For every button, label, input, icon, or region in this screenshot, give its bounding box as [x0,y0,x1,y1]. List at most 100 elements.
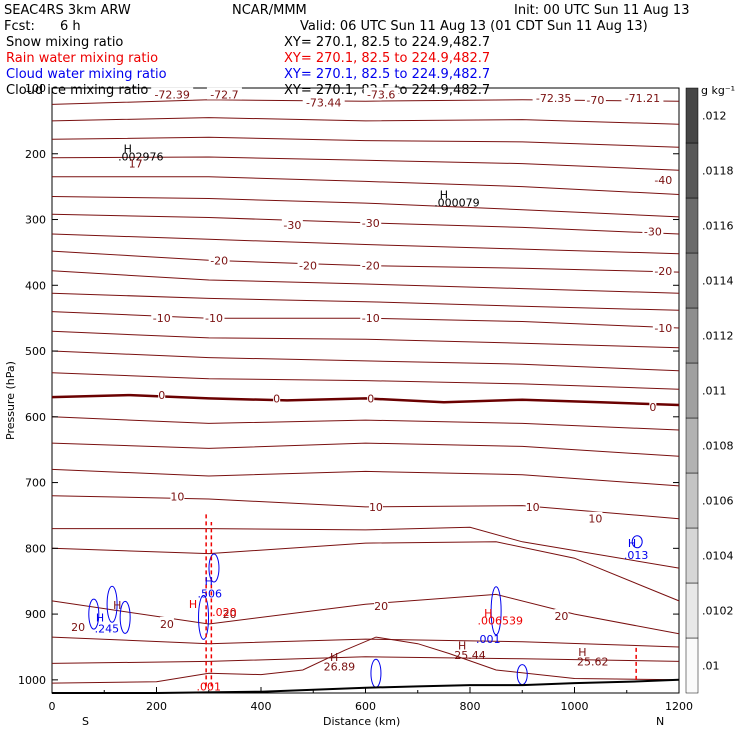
cloud-contour [516,664,528,686]
isotherm [51,330,680,349]
y-tick-label: 700 [25,477,46,490]
extremum-label: 25.62 [577,655,609,668]
cloud-contour [490,586,502,636]
x-tick-label: 1000 [561,700,589,713]
label-bg [159,616,174,629]
isotherm-label: 10 [170,490,184,503]
label-bg [649,399,657,412]
cloud-contour [119,600,131,634]
extremum-label: 26.89 [324,661,356,674]
x-axis-label: Distance (km) [323,715,400,728]
org-label: NCAR/MMM [232,3,307,18]
label-bg [206,87,242,100]
valid-time: Valid: 06 UTC Sun 11 Aug 13 (01 CDT Sun … [300,19,648,34]
isotherm-label: 20 [160,618,174,631]
isotherm-label: 10 [526,501,540,514]
extremum-label: H [578,646,586,659]
x-tick-label: 400 [251,700,272,713]
label-bg [554,609,569,622]
header: SEAC4RS 3km ARW NCAR/MMM Init: 00 UTC Su… [4,3,689,34]
init-time: Init: 00 UTC Sun 11 Aug 13 [514,3,689,18]
extremum-label: .001 [197,680,222,693]
colorbar-label: .0104 [702,550,734,563]
isotherm [52,526,680,569]
isotherm-label: 0 [273,392,280,405]
isotherm-label: 20 [554,610,568,623]
y-tick-label: 300 [25,214,46,227]
isotherm-label: -40 [654,174,672,187]
label-bg [302,95,345,108]
label-bg [297,258,319,271]
extremum-label: 25.44 [454,649,486,662]
isotherm [51,156,680,171]
label-bg [363,87,399,100]
cloud-contour [631,535,643,549]
colorbar: .01 .0102 .0104 .0106 .0108 .011 .0112 .0114 .01… [685,84,735,694]
isotherm-label: -20 [362,260,380,273]
extremum-label: .245 [95,623,120,636]
y-tick-label: 1000 [18,674,46,687]
isotherm-label: -71.21 [625,92,660,105]
extremum-label: H [96,611,104,624]
label-bg [222,607,237,620]
label-bg [588,511,603,524]
colorbar-segment [685,142,699,199]
extremum-label: 17 [129,158,143,171]
isotherm [51,636,680,648]
field-xy: XY= 270.1, 82.5 to 224.9,482.7 [284,67,490,82]
colorbar-label: .012 [702,110,727,123]
label-bg [203,311,225,324]
cloud-contour [370,658,382,688]
isotherm-label: -10 [362,312,380,325]
extremum-label: H [628,537,636,550]
extremum-label: .006539 [478,615,524,628]
extremum-label: .020 [212,606,237,619]
isotherm-label: 10 [588,513,602,526]
label-bg [273,391,281,404]
colorbar-label: .0114 [702,275,734,288]
isotherm [51,416,680,431]
field-name: Cloud ice mixing ratio [6,83,148,98]
colorbar-label: .01 [702,660,720,673]
extremum-label: H [113,599,121,612]
x-tick-label: 0 [49,700,56,713]
extremum-label: .000079 [434,196,480,209]
extremum-label: .013 [624,549,649,562]
isotherm-label: 20 [71,621,85,634]
temperature-contours [51,99,680,684]
colorbar-segment [685,252,699,309]
isotherm [51,292,680,311]
isotherm-label: -20 [654,265,672,278]
colorbar-segment [685,637,699,694]
y-tick-label: 500 [25,345,46,358]
isotherm [51,593,680,635]
isotherm-label: -70 [586,94,604,107]
label-bg [208,253,230,266]
isotherm-label: 20 [223,608,237,621]
field-legend: Snow mixing ratio XY= 270.1, 82.5 to 224.… [6,35,490,98]
forecast-label: Fcst: [4,19,35,34]
label-bg [151,87,194,100]
surface-isotherm [51,636,680,684]
y-tick-label: 400 [25,279,46,292]
colorbar-label: .011 [702,385,727,398]
y-tick-label: 800 [25,542,46,555]
terrain-line [52,678,680,694]
colorbar-segment [685,527,699,584]
colorbar-segment [685,472,699,529]
cloud-contour [106,585,118,623]
x-tick-label: 800 [460,700,481,713]
field-xy: XY= 270.1, 82.5 to 224.9,482.7 [284,51,490,66]
y-tick-label: 200 [25,148,46,161]
label-bg [158,388,166,401]
label-bg [652,173,674,186]
north-label: N [656,715,664,728]
isotherm-label: 0 [649,401,656,414]
rain-water-contours [205,512,637,687]
extremum-label: .001 [476,633,501,646]
field-name: Snow mixing ratio [6,35,123,50]
isotherm-label: 0 [158,389,165,402]
colorbar-segment [685,582,699,639]
label-bg [71,620,86,633]
